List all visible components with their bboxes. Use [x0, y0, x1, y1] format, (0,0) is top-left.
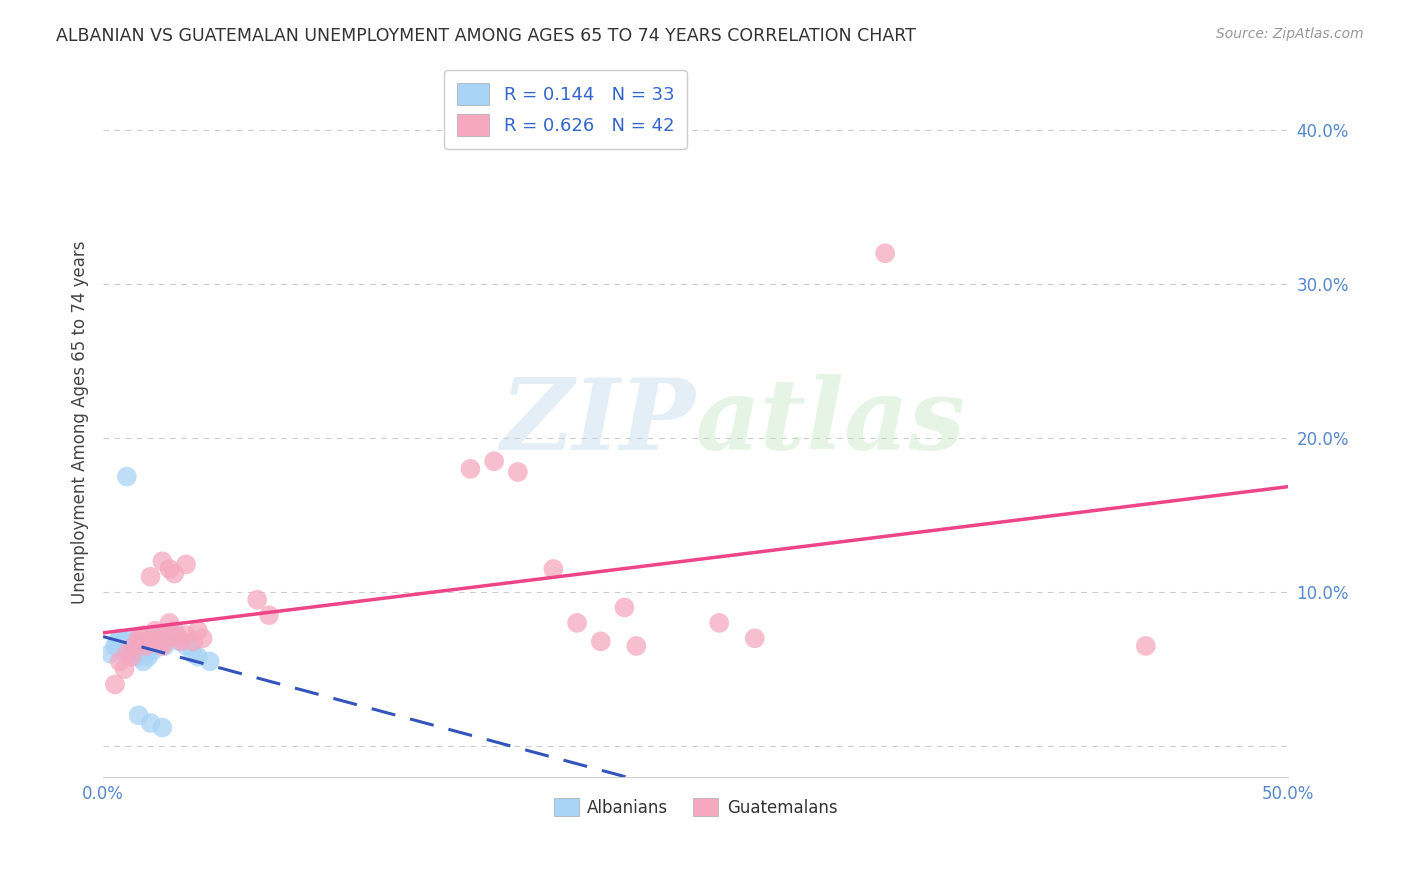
Point	[589, 634, 612, 648]
Point	[132, 654, 155, 668]
Point	[246, 592, 269, 607]
Point	[139, 570, 162, 584]
Point	[460, 462, 482, 476]
Point	[146, 632, 169, 646]
Point	[174, 628, 197, 642]
Point	[1135, 639, 1157, 653]
Point	[121, 639, 143, 653]
Point	[163, 624, 186, 638]
Point	[128, 649, 150, 664]
Point	[146, 634, 169, 648]
Point	[129, 634, 152, 648]
Point	[129, 643, 152, 657]
Point	[482, 454, 505, 468]
Point	[187, 624, 209, 638]
Text: Source: ZipAtlas.com: Source: ZipAtlas.com	[1216, 27, 1364, 41]
Point	[135, 647, 157, 661]
Point	[174, 639, 197, 653]
Y-axis label: Unemployment Among Ages 65 to 74 years: Unemployment Among Ages 65 to 74 years	[72, 241, 89, 605]
Point	[167, 632, 190, 646]
Point	[506, 465, 529, 479]
Point	[163, 566, 186, 581]
Point	[139, 716, 162, 731]
Point	[128, 632, 150, 646]
Point	[150, 639, 173, 653]
Point	[709, 615, 731, 630]
Point	[543, 562, 565, 576]
Text: atlas: atlas	[696, 375, 966, 471]
Point	[150, 634, 173, 648]
Point	[198, 654, 221, 668]
Point	[122, 634, 145, 648]
Point	[181, 647, 204, 661]
Point	[174, 558, 197, 572]
Point	[626, 639, 648, 653]
Point	[163, 628, 186, 642]
Text: ALBANIAN VS GUATEMALAN UNEMPLOYMENT AMONG AGES 65 TO 74 YEARS CORRELATION CHART: ALBANIAN VS GUATEMALAN UNEMPLOYMENT AMON…	[56, 27, 917, 45]
Point	[150, 554, 173, 568]
Point	[257, 608, 280, 623]
Point	[159, 562, 181, 576]
Point	[159, 615, 181, 630]
Point	[114, 639, 136, 653]
Point	[108, 632, 131, 646]
Point	[744, 632, 766, 646]
Point	[128, 708, 150, 723]
Point	[565, 615, 588, 630]
Point	[118, 632, 141, 646]
Text: ZIP: ZIP	[501, 375, 696, 471]
Point	[150, 721, 173, 735]
Point	[139, 634, 162, 648]
Point	[121, 649, 143, 664]
Point	[108, 654, 131, 668]
Point	[170, 634, 193, 648]
Point	[875, 246, 897, 260]
Point	[153, 634, 176, 648]
Point	[135, 639, 157, 653]
Point	[122, 639, 145, 653]
Point	[104, 639, 127, 653]
Legend: Albanians, Guatemalans: Albanians, Guatemalans	[546, 790, 845, 825]
Point	[132, 628, 155, 642]
Point	[98, 647, 121, 661]
Point	[139, 639, 162, 653]
Point	[105, 634, 128, 648]
Point	[181, 634, 204, 648]
Point	[187, 649, 209, 664]
Point	[142, 643, 165, 657]
Point	[191, 632, 214, 646]
Point	[167, 634, 190, 648]
Point	[613, 600, 636, 615]
Point	[136, 649, 159, 664]
Point	[111, 634, 134, 648]
Point	[115, 469, 138, 483]
Point	[143, 632, 166, 646]
Point	[153, 639, 176, 653]
Point	[143, 624, 166, 638]
Point	[125, 647, 148, 661]
Point	[115, 643, 138, 657]
Point	[104, 677, 127, 691]
Point	[149, 628, 172, 642]
Point	[115, 647, 138, 661]
Point	[114, 662, 136, 676]
